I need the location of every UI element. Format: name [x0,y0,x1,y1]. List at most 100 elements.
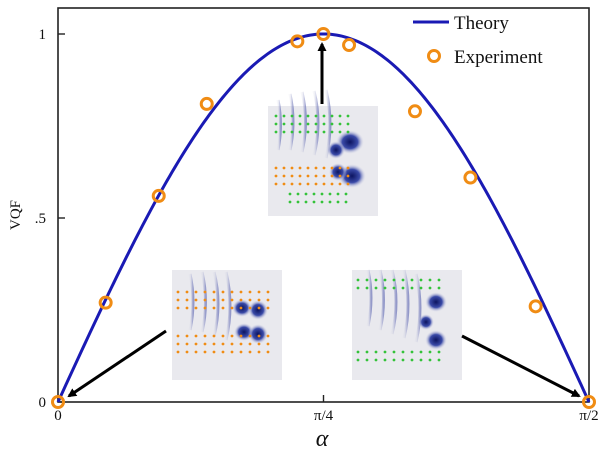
inset-dot [322,114,326,118]
inset-dot [298,130,302,134]
inset-dot [344,200,348,204]
inset-dot [239,306,243,310]
inset-dot [312,200,316,204]
inset-dot [266,290,270,294]
inset-dot [239,290,243,294]
inset-dot [274,174,278,178]
inset-dot [338,182,342,186]
inset-dot [338,114,342,118]
inset-dot [230,334,234,338]
inset-dot [401,286,405,290]
inset-dot [392,286,396,290]
inset-dot [330,130,334,134]
inset-dot [290,122,294,126]
inset-dot [176,342,180,346]
inset-dot [282,182,286,186]
inset-dot [266,334,270,338]
inset-dot [266,342,270,346]
inset-dot [248,298,252,302]
inset-dot [437,358,441,362]
inset-dot [221,306,225,310]
inset-dot [346,166,350,170]
inset-dot [304,200,308,204]
inset-dot [176,298,180,302]
inset-dot [203,298,207,302]
inset-dot [392,350,396,354]
experiment-points [51,27,596,409]
inset-dot [346,122,350,126]
inset-dot [266,298,270,302]
inset-dot [212,350,216,354]
inset-dot [212,342,216,346]
inset-dot [401,358,405,362]
tick-labels: 0 π/4 π/2 0 .5 1 [35,27,598,424]
inset-dot [320,192,324,196]
inset-dot [239,298,243,302]
inset-dot [203,306,207,310]
inset-dot [346,182,350,186]
inset-dot [230,306,234,310]
inset-left [172,270,282,380]
inset-dot [248,350,252,354]
inset-dot [290,174,294,178]
inset-dot [401,278,405,282]
inset-dot [194,350,198,354]
inset-dot [392,358,396,362]
inset-dot [212,306,216,310]
inset-dot [419,286,423,290]
experiment-point [290,34,305,49]
inset-dot [257,290,261,294]
experiment-point [51,395,65,409]
inset-dot [437,278,441,282]
inset-dot [221,290,225,294]
inset-dot [288,192,292,196]
inset-dot [306,122,310,126]
inset-dot [203,350,207,354]
inset-dot [330,174,334,178]
inset-dot [306,114,310,118]
inset-dot [330,182,334,186]
inset-dot [374,350,378,354]
inset-dot [314,122,318,126]
inset-dot [322,122,326,126]
inset-dot [419,358,423,362]
inset-dot [383,278,387,282]
inset-dot [176,334,180,338]
inset-dot [306,130,310,134]
experiment-point [582,395,596,409]
inset-dot [274,122,278,126]
inset-dot [239,342,243,346]
inset-dot [356,358,360,362]
x-tick-label: π/4 [314,408,334,424]
inset-dot [194,306,198,310]
inset-dot [338,130,342,134]
inset-dot [290,114,294,118]
inset-dot [230,342,234,346]
inset-dot [314,130,318,134]
experiment-point [463,170,478,185]
inset-dot [330,166,334,170]
inset-dot [336,192,340,196]
inset-dot [230,350,234,354]
inset-dot [410,358,414,362]
inset-dot [312,192,316,196]
inset-dot [338,166,342,170]
inset-dot [212,334,216,338]
inset-dot [298,122,302,126]
theory-line [56,32,591,403]
inset-dot [328,200,332,204]
inset-dot [239,350,243,354]
inset-dot [383,358,387,362]
inset-dot [306,166,310,170]
inset-dot [428,278,432,282]
inset-dot [221,334,225,338]
inset-dot [230,290,234,294]
inset-dot [428,358,432,362]
inset-dot [185,334,189,338]
inset-dot [257,306,261,310]
inset-dot [203,290,207,294]
inset-dot [314,166,318,170]
inset-dot [437,286,441,290]
inset-dot [257,350,261,354]
inset-dot [176,350,180,354]
